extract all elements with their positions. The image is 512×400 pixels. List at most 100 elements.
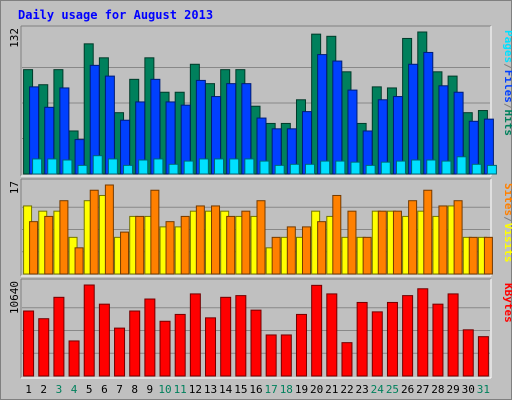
bar-sites-day-7: [120, 231, 130, 275]
day-label-13: 13: [204, 383, 217, 396]
bar-pages-day-9: [153, 158, 164, 175]
day-label-10: 10: [158, 383, 171, 396]
bar-pages-day-15: [244, 158, 255, 175]
day-label-26: 26: [401, 383, 414, 396]
bar-sites-day-18: [286, 226, 296, 275]
day-label-18: 18: [280, 383, 293, 396]
day-label-28: 28: [431, 383, 444, 396]
bar-sites-day-16: [256, 200, 266, 275]
bar-sites-day-20: [317, 221, 327, 275]
bar-kbytes-day-11: [174, 313, 186, 377]
bar-kbytes-day-7: [114, 327, 126, 377]
day-label-19: 19: [295, 383, 308, 396]
bar-sites-day-23: [362, 236, 372, 275]
bar-sites-day-30: [468, 236, 478, 275]
bar-pages-day-7: [123, 164, 134, 175]
bar-kbytes-day-14: [220, 296, 232, 377]
bar-sites-day-1: [29, 221, 39, 275]
bar-pages-day-29: [456, 156, 467, 175]
day-label-23: 23: [356, 383, 369, 396]
bar-pages-day-23: [365, 164, 376, 175]
chart-panels: [20, 25, 497, 379]
bar-kbytes-day-3: [53, 296, 65, 377]
bar-sites-day-19: [301, 226, 311, 275]
day-label-22: 22: [340, 383, 353, 396]
bar-kbytes-day-8: [129, 310, 141, 377]
bar-kbytes-day-15: [235, 295, 247, 377]
day-label-12: 12: [189, 383, 202, 396]
bar-sites-day-27: [423, 189, 433, 275]
day-label-24: 24: [371, 383, 385, 396]
bar-kbytes-day-5: [83, 284, 95, 377]
bar-sites-day-4: [74, 247, 84, 275]
chart-title: Daily usage for August 2013: [18, 8, 213, 22]
bar-sites-day-5: [89, 189, 99, 275]
bar-files-day-10: [165, 101, 176, 175]
day-label-3: 3: [56, 383, 63, 396]
bar-kbytes-day-29: [447, 293, 459, 377]
bar-pages-day-6: [107, 158, 118, 175]
bar-sites-day-6: [104, 184, 114, 275]
bar-pages-day-13: [214, 158, 225, 175]
bar-kbytes-day-9: [144, 298, 156, 377]
bar-pages-day-3: [62, 159, 73, 175]
bar-sites-day-14: [226, 215, 236, 275]
legend-entry: Pages: [502, 30, 512, 63]
bar-pages-day-5: [92, 155, 103, 175]
bar-pages-day-30: [471, 163, 482, 175]
bar-kbytes-day-21: [326, 293, 338, 377]
day-label-7: 7: [116, 383, 123, 396]
panel-kbytes: [20, 278, 492, 379]
bar-pages-day-19: [304, 163, 315, 175]
bar-kbytes-day-10: [159, 320, 171, 377]
bar-pages-day-12: [198, 158, 209, 175]
bar-kbytes-day-22: [341, 342, 353, 377]
bar-kbytes-day-18: [280, 334, 292, 377]
day-label-20: 20: [310, 383, 323, 396]
day-label-1: 1: [25, 383, 32, 396]
bar-sites-day-2: [44, 215, 54, 275]
bar-sites-day-22: [347, 210, 357, 275]
legend-entry: Hits: [502, 110, 512, 137]
bar-sites-day-12: [195, 205, 205, 275]
bar-sites-day-21: [332, 194, 342, 275]
bar-kbytes-day-27: [417, 288, 429, 377]
bar-kbytes-day-24: [371, 311, 383, 377]
legend-entry: Files: [502, 70, 512, 103]
bar-sites-day-26: [408, 200, 418, 275]
bar-pages-day-2: [47, 158, 58, 175]
bar-pages-day-26: [411, 159, 422, 175]
scale-label-visits-sites: 17: [8, 181, 21, 194]
bar-kbytes-day-19: [295, 313, 307, 377]
bar-sites-day-10: [165, 221, 175, 275]
bar-files-day-26: [408, 63, 419, 175]
day-label-17: 17: [265, 383, 278, 396]
day-label-14: 14: [219, 383, 233, 396]
bar-kbytes-day-25: [386, 301, 398, 377]
bar-pages-day-27: [426, 159, 437, 175]
bar-kbytes-day-4: [68, 340, 80, 377]
day-labels: 1 2 3 4 5 6 7 8 9 10 11 12 13 14 15 16 17 18 19 20 21 22 23 24 2…: [25, 383, 490, 396]
bar-files-day-22: [347, 89, 358, 175]
bar-pages-day-28: [441, 160, 452, 175]
day-label-31: 31: [477, 383, 490, 396]
bar-sites-day-11: [180, 215, 190, 275]
bar-kbytes-day-28: [432, 303, 444, 377]
bar-sites-day-28: [438, 205, 448, 275]
bar-sites-day-24: [377, 210, 387, 275]
day-label-25: 25: [386, 383, 399, 396]
legend-entry: Sites: [502, 183, 512, 216]
bar-pages-day-17: [274, 164, 285, 175]
bar-pages-day-10: [168, 163, 179, 175]
bar-pages-day-22: [350, 161, 361, 175]
bar-pages-day-18: [289, 163, 300, 175]
bar-sites-day-9: [150, 189, 160, 275]
bar-kbytes-day-12: [189, 293, 201, 377]
day-label-15: 15: [234, 383, 247, 396]
bar-pages-day-20: [320, 160, 331, 175]
scale-label-hits-files-pages: 132: [8, 28, 21, 48]
bar-sites-day-17: [271, 236, 281, 275]
scale-label-kbytes: 10640: [8, 281, 21, 314]
bar-kbytes-day-1: [23, 310, 35, 377]
